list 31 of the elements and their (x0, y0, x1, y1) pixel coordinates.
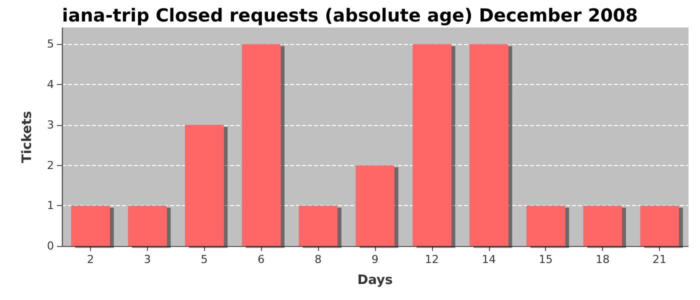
bar (583, 206, 622, 246)
y-tick-label: 3 (47, 118, 54, 132)
x-tick-label: 14 (482, 253, 496, 266)
y-tick-label: 2 (47, 158, 54, 172)
x-tick-label: 6 (258, 253, 265, 266)
bar (640, 206, 679, 246)
bar (128, 206, 167, 246)
x-tick-label: 2 (86, 253, 94, 266)
bar (71, 206, 110, 246)
bar (356, 165, 394, 246)
y-axis-title: Tickets (20, 110, 35, 164)
bar (184, 124, 224, 246)
bar (298, 206, 338, 246)
bar (412, 44, 452, 246)
x-tick-label: 15 (538, 253, 553, 266)
x-tick-label: 18 (596, 253, 610, 266)
y-tick-label: 4 (47, 78, 54, 92)
chart-title: iana-trip Closed requests (absolute age) December 2008 (62, 6, 638, 26)
y-tick-label: 0 (47, 240, 54, 252)
x-tick-label: 21 (652, 253, 667, 266)
bar (469, 44, 508, 246)
x-tick-label: 8 (314, 253, 322, 266)
bar (242, 44, 281, 246)
x-axis-title: Days (357, 273, 393, 288)
x-tick-label: 5 (200, 253, 208, 266)
bar (526, 206, 566, 246)
x-tick-label: 3 (144, 253, 151, 266)
y-tick-label: 1 (47, 199, 54, 212)
x-tick-label: 12 (424, 253, 439, 266)
x-tick-label: 9 (372, 253, 378, 266)
y-tick-label: 5 (47, 38, 54, 51)
